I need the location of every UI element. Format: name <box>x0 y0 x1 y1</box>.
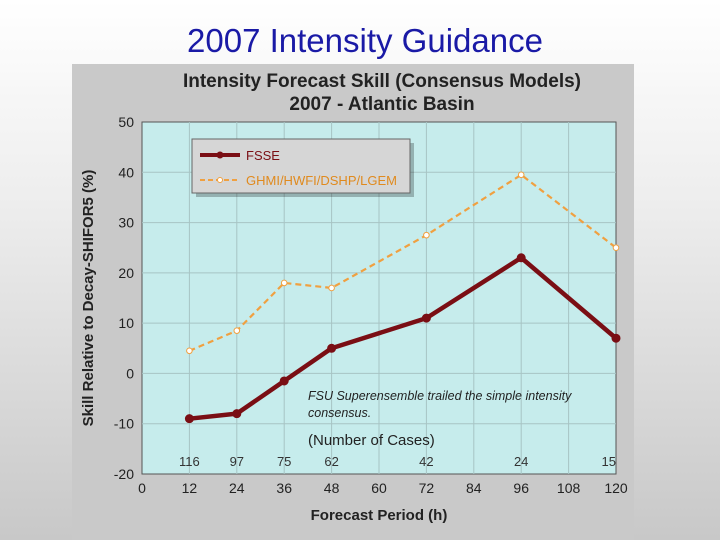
fsse-point <box>279 376 289 386</box>
case-count: 116 <box>179 454 200 469</box>
case-count: 97 <box>230 454 244 469</box>
x-tick-label: 96 <box>513 480 529 496</box>
series-layer <box>184 171 621 424</box>
case-count: 75 <box>277 454 291 469</box>
x-tick-label: 120 <box>604 480 628 496</box>
x-tick-label: 48 <box>324 480 340 496</box>
fsse-point <box>611 333 621 343</box>
x-axis-label: Forecast Period (h) <box>311 507 448 524</box>
y-tick-label: 40 <box>118 164 134 180</box>
cases-layer: (Number of Cases) 116 97 75 62 42 24 15 <box>179 432 616 469</box>
x-tick-label: 0 <box>138 480 146 496</box>
consensus-point <box>517 171 525 179</box>
x-tick-label: 12 <box>182 480 198 496</box>
y-axis-label: Skill Relative to Decay-SHIFOR5 (%) <box>80 170 97 427</box>
chart-subtitle: 2007 - Atlantic Basin <box>289 94 474 115</box>
fsse-point <box>421 313 431 323</box>
y-tick-label: 0 <box>126 365 134 381</box>
legend-box <box>191 138 411 194</box>
annotation-line-1: FSU Superensemble trailed the simple int… <box>308 389 572 403</box>
chart-title: Intensity Forecast Skill (Consensus Mode… <box>183 71 581 92</box>
legend-fsse-label: FSSE <box>246 148 280 163</box>
y-tick-label: 50 <box>118 114 134 130</box>
x-tick-label: 84 <box>466 480 482 496</box>
legend-consensus-marker <box>217 177 223 183</box>
y-tick-label: 30 <box>118 215 134 231</box>
y-tick-label: -10 <box>114 416 134 432</box>
case-count: 62 <box>324 454 338 469</box>
consensus-point <box>423 231 430 239</box>
annotation-line-2: consensus. <box>308 406 371 420</box>
case-count: 42 <box>419 454 433 469</box>
tick-labels: 0 12 24 36 48 60 72 84 96 108 120 -20 -10 0 10 20 30 40 50 <box>114 114 628 496</box>
consensus-point <box>328 284 335 292</box>
legend-fsse-marker <box>216 151 224 159</box>
case-count: 24 <box>514 454 528 469</box>
case-count: 15 <box>602 454 616 469</box>
slide-title: 2007 Intensity Guidance <box>187 22 543 59</box>
fsse-point <box>516 253 526 263</box>
consensus-point <box>612 244 620 252</box>
fsse-point <box>232 409 242 419</box>
y-tick-label: 10 <box>118 315 134 331</box>
x-tick-label: 24 <box>229 480 245 496</box>
x-tick-label: 60 <box>371 480 387 496</box>
legend: FSSE GHMI/HWFI/DSHP/LGEM <box>191 138 414 197</box>
consensus-point <box>233 327 241 334</box>
x-tick-label: 72 <box>419 480 435 496</box>
x-tick-label: 36 <box>276 480 292 496</box>
fsse-point <box>327 343 337 353</box>
cases-label: (Number of Cases) <box>308 432 435 449</box>
fsse-point <box>184 414 194 424</box>
x-tick-label: 108 <box>557 480 581 496</box>
y-tick-label: 20 <box>118 265 134 281</box>
consensus-point <box>280 279 288 287</box>
y-tick-label: -20 <box>114 466 134 482</box>
legend-consensus-label: GHMI/HWFI/DSHP/LGEM <box>246 173 397 188</box>
consensus-point <box>186 347 193 355</box>
